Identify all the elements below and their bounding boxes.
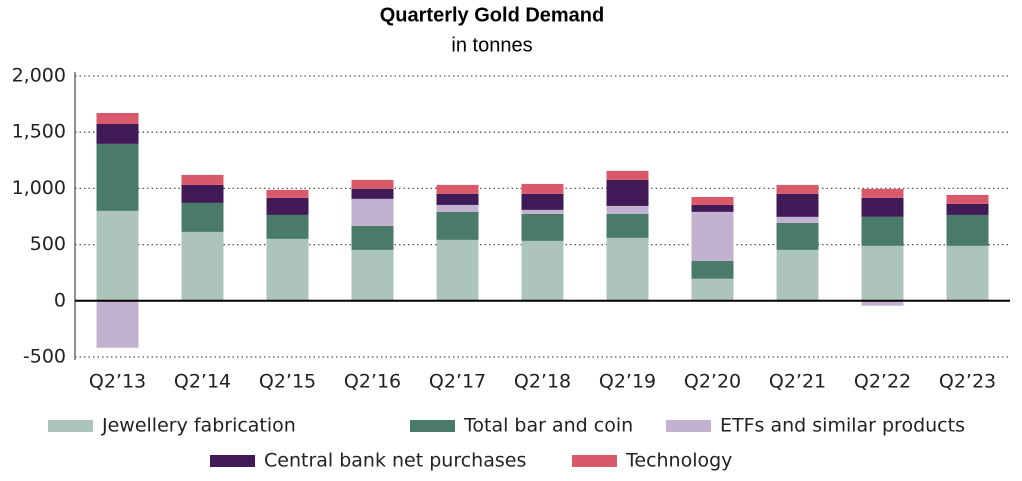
bar-segment bbox=[522, 184, 564, 194]
legend-swatch bbox=[48, 420, 93, 432]
chart-title: Quarterly Gold Demand bbox=[380, 4, 605, 26]
legend-swatch bbox=[410, 420, 455, 432]
bar-segment bbox=[692, 205, 734, 212]
x-tick-label: Q2’13 bbox=[89, 371, 146, 393]
bar-segment bbox=[522, 214, 564, 241]
legend-label: Central bank net purchases bbox=[264, 450, 526, 472]
bar-segment bbox=[862, 217, 904, 246]
y-tick-label: 1,500 bbox=[12, 121, 66, 143]
x-tick-label: Q2’20 bbox=[684, 371, 741, 393]
bar-segment bbox=[437, 205, 479, 212]
y-tick-label: 2,000 bbox=[12, 65, 66, 87]
bar-segment bbox=[352, 189, 394, 199]
y-tick-label: 500 bbox=[30, 233, 66, 255]
y-tick-label: 0 bbox=[54, 289, 66, 311]
bar-segment bbox=[97, 124, 139, 144]
bar-segment bbox=[947, 195, 989, 204]
x-tick-label: Q2’16 bbox=[344, 371, 401, 393]
legend-label: Technology bbox=[625, 450, 732, 472]
bar-segment bbox=[97, 301, 139, 348]
bar-segment bbox=[182, 175, 224, 185]
bar-segment bbox=[182, 203, 224, 232]
x-tick-label: Q2’19 bbox=[599, 371, 656, 393]
bar-segment bbox=[267, 239, 309, 301]
bar-segment bbox=[947, 204, 989, 215]
bar-segment bbox=[522, 210, 564, 214]
bar-segment bbox=[777, 223, 819, 250]
bar-segment bbox=[607, 214, 649, 238]
bar-segment bbox=[692, 261, 734, 279]
legend-swatch bbox=[572, 455, 617, 467]
bar-segment bbox=[522, 194, 564, 210]
legend-swatch bbox=[666, 420, 711, 432]
bar-segment bbox=[607, 238, 649, 301]
bar-segment bbox=[607, 206, 649, 214]
bar-segment bbox=[352, 180, 394, 189]
y-tick-label: 1,000 bbox=[12, 177, 66, 199]
bar-segment bbox=[522, 241, 564, 301]
bar-segment bbox=[267, 215, 309, 239]
bar-segment bbox=[692, 212, 734, 261]
bar-segment bbox=[437, 240, 479, 301]
legend-label: Jewellery fabrication bbox=[101, 415, 296, 437]
bar-segment bbox=[352, 250, 394, 301]
bar-segment bbox=[692, 197, 734, 205]
bar-segment bbox=[437, 185, 479, 194]
legend-label: Total bar and coin bbox=[463, 415, 633, 437]
y-tick-label: -500 bbox=[23, 346, 66, 368]
bar-segment bbox=[862, 189, 904, 198]
bar-segment bbox=[437, 212, 479, 240]
bar-segment bbox=[97, 113, 139, 124]
x-tick-label: Q2’23 bbox=[939, 371, 996, 393]
legend-label: ETFs and similar products bbox=[720, 415, 965, 437]
bar-segment bbox=[947, 246, 989, 301]
bar-segment bbox=[267, 190, 309, 198]
x-tick-label: Q2’22 bbox=[854, 371, 911, 393]
legend-swatch bbox=[210, 455, 255, 467]
x-tick-label: Q2’17 bbox=[429, 371, 486, 393]
bar-segment bbox=[182, 185, 224, 203]
bar-segment bbox=[777, 185, 819, 194]
bar-segment bbox=[777, 194, 819, 217]
chart-subtitle: in tonnes bbox=[451, 34, 532, 56]
bar-segment bbox=[97, 144, 139, 211]
bar-segment bbox=[607, 180, 649, 206]
bar-segment bbox=[607, 171, 649, 180]
x-tick-label: Q2’18 bbox=[514, 371, 571, 393]
bar-segment bbox=[182, 232, 224, 301]
bar-segment bbox=[947, 215, 989, 246]
bar-segment bbox=[97, 211, 139, 301]
x-tick-label: Q2’15 bbox=[259, 371, 316, 393]
bar-segment bbox=[777, 217, 819, 223]
bar-segment bbox=[862, 246, 904, 301]
x-tick-label: Q2’14 bbox=[174, 371, 231, 393]
bar-segment bbox=[267, 198, 309, 215]
x-tick-label: Q2’21 bbox=[769, 371, 826, 393]
bar-segment bbox=[692, 279, 734, 301]
bar-segment bbox=[352, 226, 394, 250]
bar-segment bbox=[352, 199, 394, 226]
bar-segment bbox=[862, 198, 904, 217]
bar-segment bbox=[437, 194, 479, 205]
bar-segment bbox=[777, 250, 819, 301]
